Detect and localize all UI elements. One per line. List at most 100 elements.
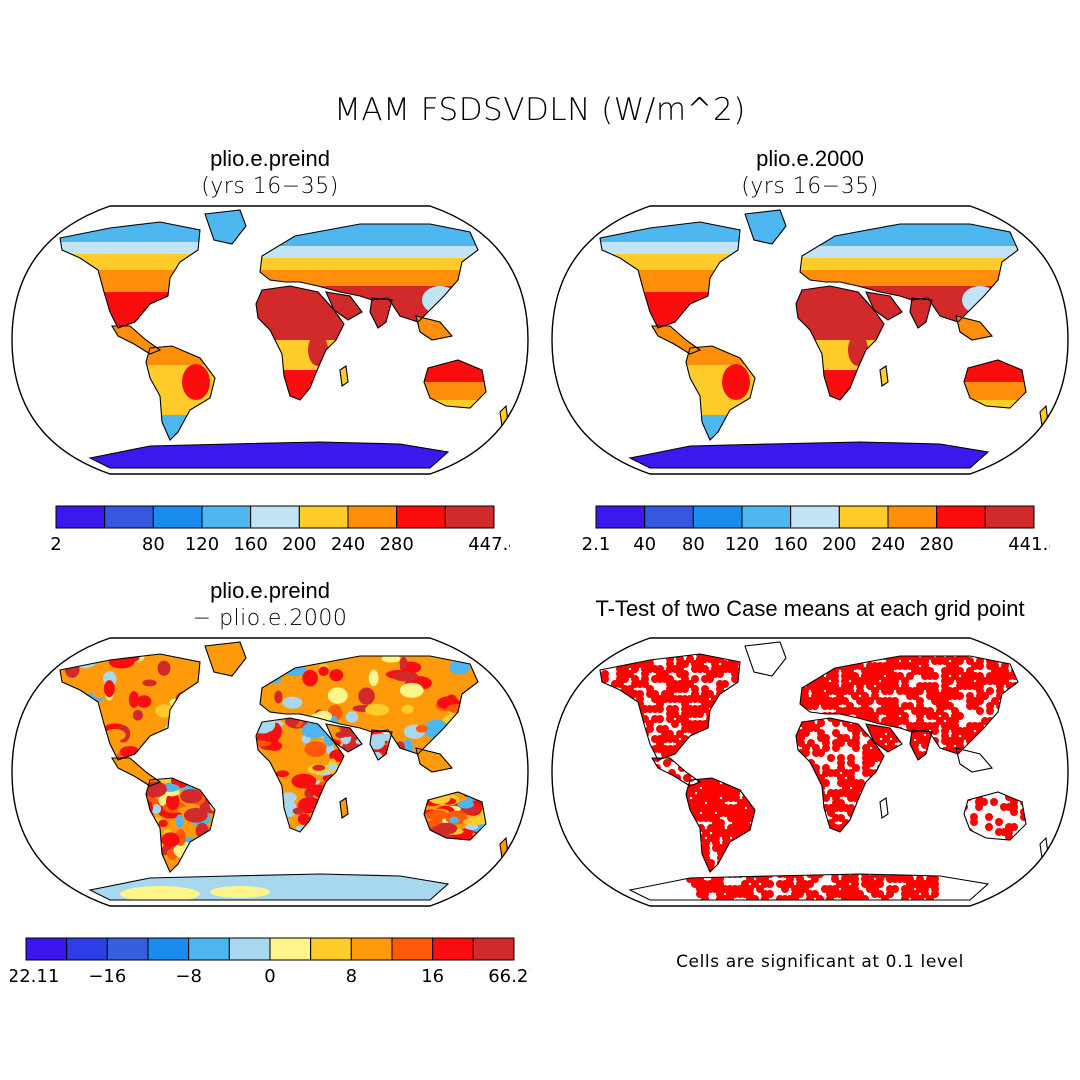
land-greenland — [205, 642, 246, 676]
sig-cell — [931, 712, 939, 720]
sig-cell — [731, 720, 739, 728]
sig-cell — [606, 740, 614, 748]
sig-cell — [611, 700, 619, 708]
sig-cell — [631, 740, 639, 748]
diff-patch — [169, 698, 186, 708]
sig-cell — [881, 895, 889, 900]
land-madagascar — [340, 798, 348, 818]
sig-cell — [686, 859, 690, 867]
diff-patch — [256, 766, 264, 780]
sig-cell — [956, 692, 964, 700]
sig-cell — [867, 794, 875, 802]
coastline-centralAmerica — [111, 757, 162, 787]
sig-cell — [946, 702, 954, 710]
diff-patch — [165, 792, 180, 811]
coastline-europeAsia — [259, 223, 479, 323]
sig-cell — [996, 717, 1004, 725]
sig-cell — [747, 854, 755, 862]
sig-cell — [601, 654, 609, 658]
sig-cell — [837, 739, 845, 747]
sig-cell — [831, 875, 839, 883]
diff-patch — [200, 848, 215, 858]
diff-patch — [345, 711, 359, 723]
sig-cell — [600, 740, 604, 748]
land-seAsia — [416, 748, 452, 772]
sig-cell — [807, 739, 815, 747]
sig-cell — [621, 735, 629, 743]
sig-cell — [981, 692, 989, 700]
sig-cell — [921, 741, 929, 749]
sig-cell — [796, 784, 800, 792]
sig-cell — [802, 764, 810, 772]
diff-patch — [186, 860, 197, 869]
colorbar-diff-swatch — [310, 937, 352, 961]
sig-cell — [686, 829, 690, 837]
sig-cell — [1006, 747, 1014, 754]
diff-patch — [256, 718, 276, 734]
sig-cell — [812, 804, 820, 812]
diff-patch — [85, 725, 100, 743]
sig-cell — [991, 697, 999, 705]
coastline-southAmerica — [145, 777, 216, 873]
sig-cell — [1001, 727, 1009, 735]
coastline-africa — [795, 285, 885, 401]
sig-cell — [847, 759, 855, 767]
sig-cell — [817, 814, 825, 822]
sig-cell — [727, 778, 735, 782]
sig-cell — [951, 672, 959, 680]
diff-patch — [183, 746, 200, 760]
sig-cell — [956, 712, 964, 720]
coastline-greenland — [744, 641, 787, 677]
sig-cell — [801, 677, 809, 685]
sig-cell — [606, 755, 614, 760]
diff-patch — [177, 696, 200, 709]
colorbar-2000: 2.1 40 80 120 160 200 240 280 441.8 — [582, 505, 1050, 555]
sig-cell — [742, 779, 750, 787]
diff-patch — [306, 784, 327, 795]
colorbar-2000-label: 40 — [633, 534, 656, 555]
sig-cell — [737, 859, 745, 867]
sig-cell — [831, 657, 839, 665]
sig-cell — [616, 730, 624, 738]
sig-cell — [946, 677, 954, 685]
sig-cell — [711, 715, 719, 723]
sig-cell — [747, 789, 755, 797]
colorbar-preind-label: 160 — [233, 534, 267, 555]
sig-cell — [706, 715, 714, 723]
sig-cell — [936, 717, 944, 725]
ea-boreal — [800, 246, 1018, 258]
coastline-india — [369, 297, 393, 329]
diff-patch — [109, 738, 121, 749]
sig-cell — [986, 747, 994, 754]
sig-cell — [692, 854, 700, 862]
sig-cell — [956, 667, 964, 675]
sig-cell — [882, 735, 890, 743]
sig-cell — [696, 745, 704, 753]
sig-cell — [732, 794, 740, 802]
sig-cell — [970, 833, 978, 840]
sig-cell — [721, 735, 729, 743]
significance-note: Cells are significant at 0.1 level — [676, 952, 964, 972]
colorbar-preind-swatch — [152, 505, 203, 529]
sig-cell — [732, 778, 740, 782]
colorbar-diff-label: −8 — [175, 966, 202, 987]
sig-cell — [841, 747, 849, 754]
diff-patch — [195, 822, 209, 839]
colorbar-preind-label: 80 — [142, 534, 165, 555]
sig-cell — [857, 809, 865, 817]
coastline-australia — [963, 359, 1027, 409]
sig-cell — [886, 890, 894, 898]
sig-cell — [711, 725, 719, 733]
colorbar-preind-label: 240 — [331, 534, 365, 555]
diff-patch — [67, 702, 83, 709]
sig-cell — [966, 657, 974, 665]
sig-cell — [600, 725, 604, 733]
diff-patch — [195, 840, 214, 858]
diff-patch — [318, 666, 329, 677]
coastline-antarctica — [628, 873, 990, 901]
sig-cell — [802, 784, 810, 792]
sig-cell — [872, 804, 880, 812]
sig-cell — [797, 799, 805, 807]
sig-cell — [742, 849, 750, 857]
sig-cell — [687, 864, 695, 872]
